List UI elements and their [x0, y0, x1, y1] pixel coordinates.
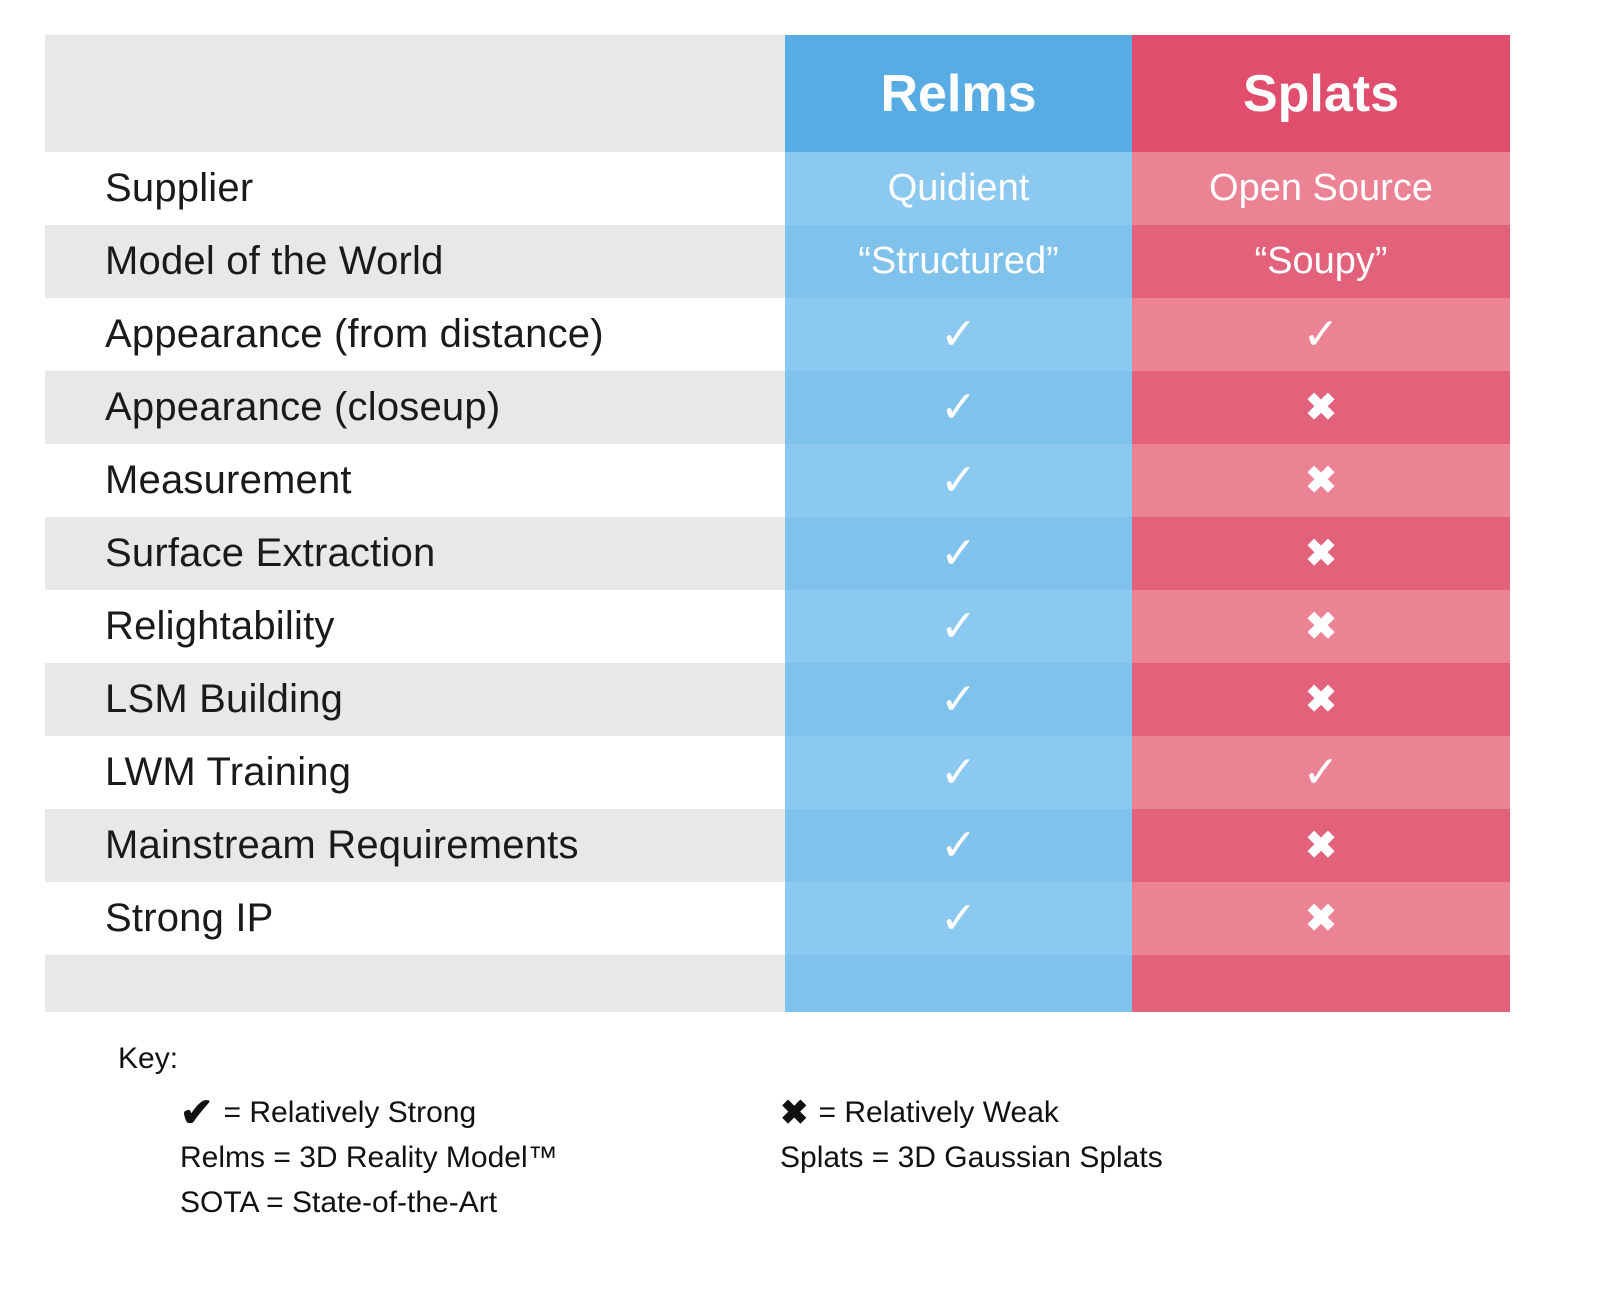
row-label: Surface Extraction: [45, 517, 785, 590]
table-header-row: Relms Splats: [45, 35, 1510, 152]
cross-icon: ✖: [1305, 386, 1337, 429]
row-label: Mainstream Requirements: [45, 809, 785, 882]
table-row: Appearance (closeup) ✓ ✖: [45, 371, 1510, 444]
cell-relms: “Structured”: [785, 225, 1132, 298]
key-column-right: ✖ = Relatively Weak Splats = 3D Gaussian S…: [780, 1090, 1163, 1225]
check-icon: ✓: [940, 820, 977, 870]
cross-icon: ✖: [1305, 459, 1337, 502]
key-line: Relms = 3D Reality Model™: [180, 1135, 780, 1180]
cross-icon: ✖: [1305, 532, 1337, 575]
check-icon: ✓: [940, 601, 977, 651]
key-line: Splats = 3D Gaussian Splats: [780, 1135, 1163, 1180]
cell-splats: ✖: [1132, 517, 1510, 590]
cross-icon: ✖: [780, 1093, 809, 1132]
row-label: Appearance (closeup): [45, 371, 785, 444]
cell-splats: ✖: [1132, 590, 1510, 663]
check-icon: ✓: [940, 309, 977, 359]
cell-splats: ✖: [1132, 809, 1510, 882]
check-icon: ✓: [940, 674, 977, 724]
row-label: Strong IP: [45, 882, 785, 955]
row-label: Measurement: [45, 444, 785, 517]
header-relms: Relms: [785, 35, 1132, 152]
check-icon: ✓: [940, 455, 977, 505]
key-text: = Relatively Weak: [818, 1095, 1059, 1129]
cross-icon: ✖: [1305, 824, 1337, 867]
table-row: Mainstream Requirements ✓ ✖: [45, 809, 1510, 882]
cell-relms: ✓: [785, 371, 1132, 444]
table-row: LWM Training ✓ ✓: [45, 736, 1510, 809]
check-icon: ✓: [1302, 747, 1340, 797]
row-label: Relightability: [45, 590, 785, 663]
table-row: Relightability ✓ ✖: [45, 590, 1510, 663]
cell-splats: Open Source: [1132, 152, 1510, 225]
key-text: Splats = 3D Gaussian Splats: [780, 1140, 1163, 1174]
key-legend: Key: ✔ = Relatively Strong Relms = 3D Real…: [118, 1042, 1163, 1225]
cross-icon: ✖: [1305, 678, 1337, 721]
cell-relms: ✓: [785, 882, 1132, 955]
cell-splats: ✖: [1132, 882, 1510, 955]
cell-relms: Quidient: [785, 152, 1132, 225]
cell-relms: ✓: [785, 809, 1132, 882]
footer-empty-label: [45, 955, 785, 1012]
check-icon: ✓: [940, 747, 977, 797]
key-line: SOTA = State-of-the-Art: [180, 1180, 780, 1225]
cell-relms: ✓: [785, 517, 1132, 590]
table-row: Surface Extraction ✓ ✖: [45, 517, 1510, 590]
check-icon: ✓: [1302, 309, 1340, 359]
check-icon: ✔: [180, 1090, 214, 1135]
key-column-left: ✔ = Relatively Strong Relms = 3D Reality M…: [180, 1090, 780, 1225]
table-row: LSM Building ✓ ✖: [45, 663, 1510, 736]
key-text: SOTA = State-of-the-Art: [180, 1185, 498, 1219]
cross-icon: ✖: [1305, 605, 1337, 648]
header-empty-cell: [45, 35, 785, 152]
footer-empty-relms: [785, 955, 1132, 1012]
table-body: Supplier Quidient Open Source Model of t…: [45, 152, 1510, 955]
table-row: Appearance (from distance) ✓ ✓: [45, 298, 1510, 371]
table-row: Measurement ✓ ✖: [45, 444, 1510, 517]
row-label: Appearance (from distance): [45, 298, 785, 371]
key-text: Relms = 3D Reality Model™: [180, 1140, 558, 1174]
cell-splats: ✓: [1132, 736, 1510, 809]
check-icon: ✓: [940, 382, 977, 432]
key-columns: ✔ = Relatively Strong Relms = 3D Reality M…: [180, 1090, 1163, 1225]
table-row: Supplier Quidient Open Source: [45, 152, 1510, 225]
cell-splats: ✖: [1132, 444, 1510, 517]
key-line: ✖ = Relatively Weak: [780, 1090, 1163, 1135]
cell-splats: ✖: [1132, 371, 1510, 444]
key-line: ✔ = Relatively Strong: [180, 1090, 780, 1135]
header-splats: Splats: [1132, 35, 1510, 152]
key-title: Key:: [118, 1042, 179, 1075]
key-text: = Relatively Strong: [223, 1095, 477, 1129]
row-label: Supplier: [45, 152, 785, 225]
row-label: Model of the World: [45, 225, 785, 298]
cell-relms: ✓: [785, 736, 1132, 809]
cell-splats: “Soupy”: [1132, 225, 1510, 298]
cell-relms: ✓: [785, 298, 1132, 371]
row-label: LSM Building: [45, 663, 785, 736]
cell-relms: ✓: [785, 663, 1132, 736]
comparison-table: Relms Splats Supplier Quidient Open Sour…: [45, 35, 1510, 1012]
check-icon: ✓: [940, 528, 977, 578]
table-row: Strong IP ✓ ✖: [45, 882, 1510, 955]
cell-splats: ✓: [1132, 298, 1510, 371]
cell-relms: ✓: [785, 590, 1132, 663]
table-footer-row: [45, 955, 1510, 1012]
footer-empty-splats: [1132, 955, 1510, 1012]
cell-splats: ✖: [1132, 663, 1510, 736]
row-label: LWM Training: [45, 736, 785, 809]
cell-relms: ✓: [785, 444, 1132, 517]
check-icon: ✓: [940, 893, 977, 943]
table-row: Model of the World “Structured” “Soupy”: [45, 225, 1510, 298]
cross-icon: ✖: [1305, 897, 1337, 940]
